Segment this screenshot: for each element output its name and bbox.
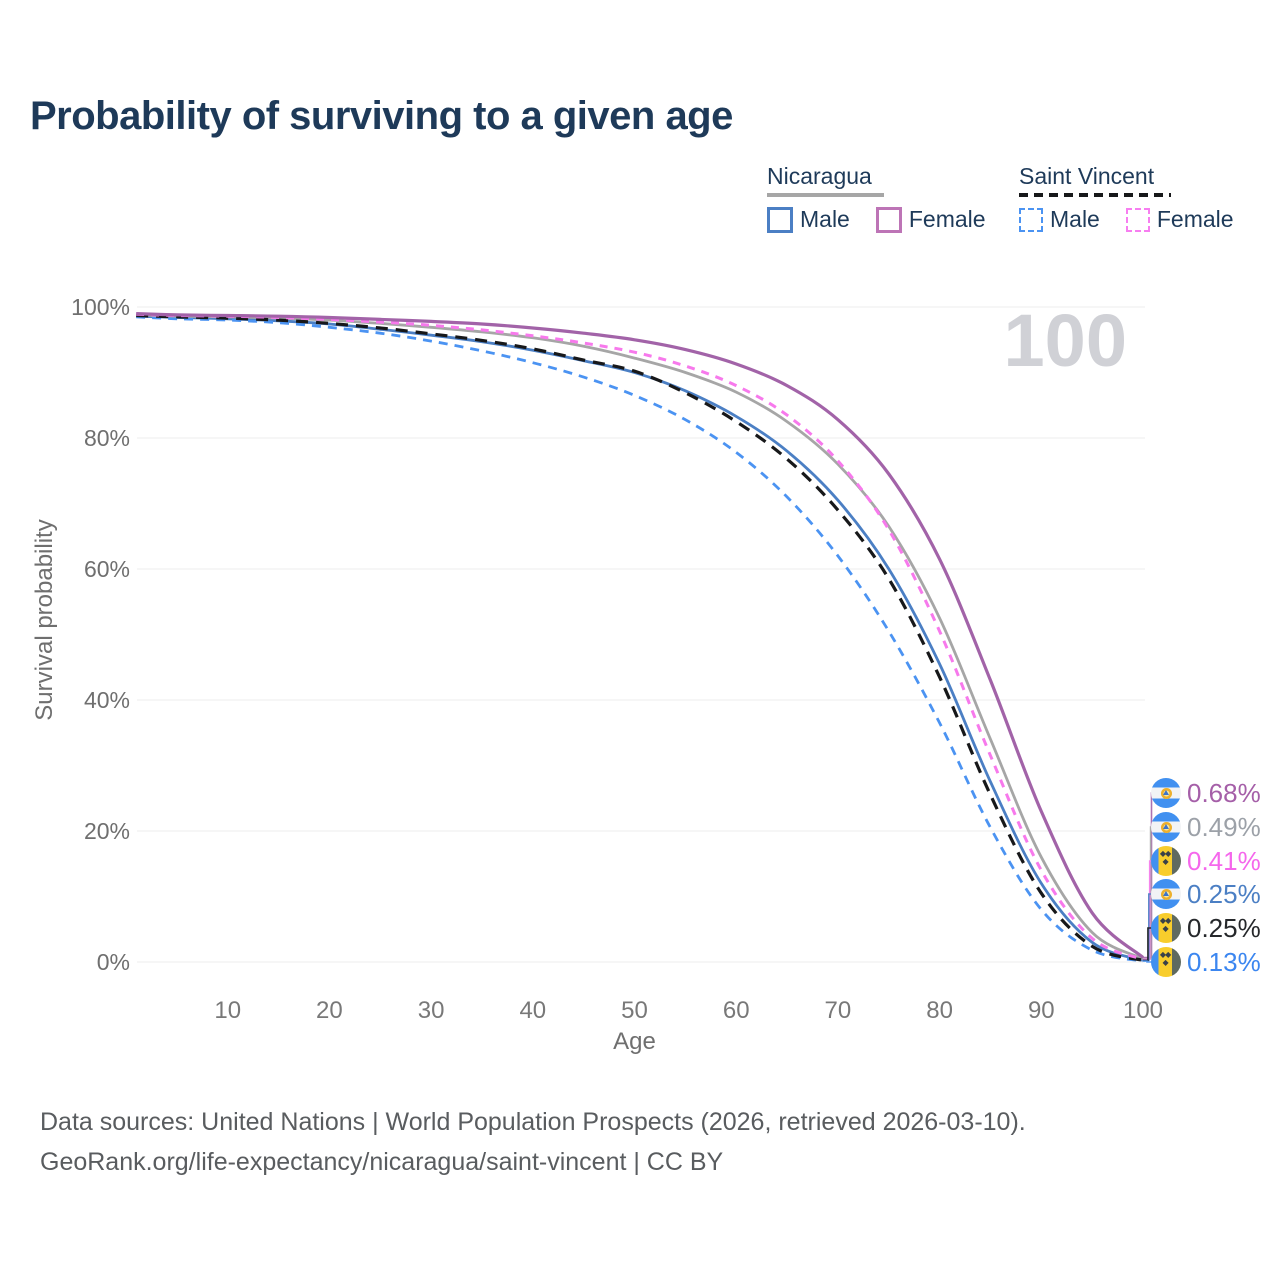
x-axis-title: Age — [613, 1028, 656, 1055]
y-axis-title: Survival probability — [31, 519, 58, 720]
y-tick-label: 60% — [84, 556, 130, 582]
legend-item-nicaragua-female[interactable]: Female — [908, 206, 986, 232]
x-tick-label: 80 — [926, 997, 953, 1024]
y-tick-label: 100% — [71, 294, 130, 320]
curve-sv_male[interactable] — [136, 315, 1144, 963]
x-tick-label: 20 — [316, 997, 343, 1024]
curve-sv_total[interactable] — [136, 313, 1144, 962]
curve-nic_male[interactable] — [136, 314, 1144, 962]
y-tick-label: 0% — [97, 949, 130, 975]
legend-item-nicaragua-male[interactable]: Male — [800, 206, 850, 232]
saint-vincent-female-swatch[interactable] — [1125, 207, 1150, 232]
age-cursor-label: 100 — [1004, 299, 1127, 382]
page-title: Probability of surviving to a given age — [30, 94, 733, 138]
y-tick-label: 80% — [84, 425, 130, 451]
x-tick-label: 40 — [519, 997, 546, 1024]
nicaragua-female-swatch[interactable] — [875, 206, 902, 233]
legend-header-nicaragua: Nicaragua — [767, 163, 872, 189]
curve-nic_female[interactable] — [136, 312, 1145, 959]
x-tick-label: 60 — [723, 997, 750, 1024]
legend-group-saint-vincent: Saint Vincent Male Female — [1019, 163, 1234, 233]
attribution-text: GeoRank.org/life-expectancy/nicaragua/sa… — [40, 1148, 724, 1176]
nicaragua-line-swatch — [767, 193, 884, 197]
x-tick-label: 70 — [825, 997, 852, 1024]
y-tick-label: 40% — [84, 687, 130, 713]
x-tick-label: 30 — [418, 997, 445, 1024]
saint-vincent-line-swatch — [1019, 193, 1171, 197]
legend-item-saint-vincent-female[interactable]: Female — [1156, 206, 1234, 232]
x-tick-label: 90 — [1028, 997, 1055, 1024]
legend-header-saint-vincent: Saint Vincent — [1019, 163, 1155, 189]
curve-nic_total[interactable] — [136, 313, 1144, 961]
x-tick-label: 100 — [1123, 997, 1163, 1024]
y-tick-label: 20% — [84, 818, 130, 844]
nicaragua-male-swatch[interactable] — [767, 206, 793, 233]
x-tick-label: 10 — [214, 997, 241, 1024]
survival-chart[interactable]: 0% 20% 40% 60% 80% 100% 10 20 30 40 50 60 70 80 90 100 A… — [0, 0, 1280, 1080]
gridlines: 0% 20% 40% 60% 80% 100% — [71, 294, 1145, 975]
saint-vincent-male-swatch[interactable] — [1019, 207, 1043, 232]
data-source-text: Data sources: United Nations | World Pop… — [40, 1108, 1026, 1136]
end-label-connector — [1143, 960, 1153, 963]
legend-item-saint-vincent-male[interactable]: Male — [1050, 206, 1100, 232]
legend-group-nicaragua: Nicaragua Male Female — [767, 163, 986, 233]
x-tick-label: 50 — [621, 997, 648, 1024]
curve-sv_female[interactable] — [136, 312, 1144, 961]
